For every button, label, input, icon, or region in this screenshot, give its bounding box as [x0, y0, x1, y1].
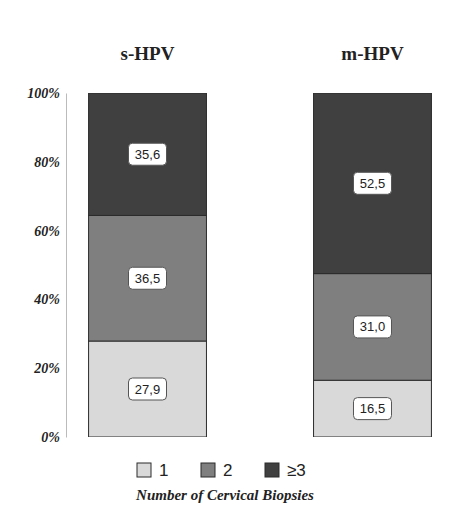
y-tick: 60%: [34, 224, 66, 239]
data-label-box: [129, 143, 167, 165]
legend-label: 1: [159, 461, 168, 480]
data-label-box: [353, 172, 391, 194]
x-tick: m-HPV: [341, 43, 404, 64]
y-tick-label: 100%: [27, 86, 60, 101]
y-tick-label: 40%: [33, 292, 60, 307]
legend-swatch: [201, 463, 215, 477]
data-label: 31,0: [360, 319, 385, 334]
y-axis: 0% 20% 40% 60% 80% 100%: [27, 86, 66, 445]
data-label: 27,9: [135, 382, 160, 397]
legend: 1 2 ≥3 Number of Cervical Biopsies: [135, 461, 314, 504]
y-tick-label: 80%: [34, 155, 60, 170]
y-tick-label: 20%: [33, 361, 60, 376]
legend-label: 2: [223, 461, 232, 480]
bar-segment: [89, 341, 207, 437]
x-tick: s-HPV: [121, 43, 175, 64]
legend-title: Number of Cervical Biopsies: [135, 487, 314, 503]
bar-segment: [314, 380, 432, 437]
x-tick-label: m-HPV: [341, 43, 404, 64]
y-tick: 0%: [41, 430, 66, 445]
data-label-box: [129, 378, 167, 400]
bars: [89, 93, 432, 437]
bar-segment: [89, 93, 207, 215]
x-axis: s-HPV m-HPV: [121, 43, 404, 64]
data-label-box: [353, 316, 391, 338]
legend-swatch: [265, 463, 279, 477]
data-label: 16,5: [360, 401, 385, 416]
x-tick-label: s-HPV: [121, 43, 175, 64]
data-label: 52,5: [360, 176, 385, 191]
data-label: 36,5: [135, 271, 160, 286]
legend-swatch: [137, 463, 151, 477]
y-tick-label: 0%: [41, 430, 60, 445]
y-tick: 20%: [33, 361, 66, 376]
data-label-box: [129, 267, 167, 289]
y-tick-label: 60%: [34, 224, 60, 239]
bar-segment: [89, 215, 207, 341]
data-label-box: [353, 398, 391, 420]
y-tick: 80%: [34, 155, 66, 170]
y-axis-line: [66, 94, 67, 438]
bar-segment: [314, 274, 432, 381]
data-labels: 27,9 16,5 36,5 31,0 35,6 52,5: [129, 143, 392, 419]
legend-label: ≥3: [287, 461, 306, 480]
bar-segment: [314, 93, 432, 274]
data-label: 35,6: [135, 147, 160, 162]
y-tick: 40%: [33, 292, 66, 307]
y-tick: 100%: [27, 86, 66, 101]
chart: 0% 20% 40% 60% 80% 100% s-HPV m-HPV 27,9 16,5 36,5…: [0, 0, 450, 522]
